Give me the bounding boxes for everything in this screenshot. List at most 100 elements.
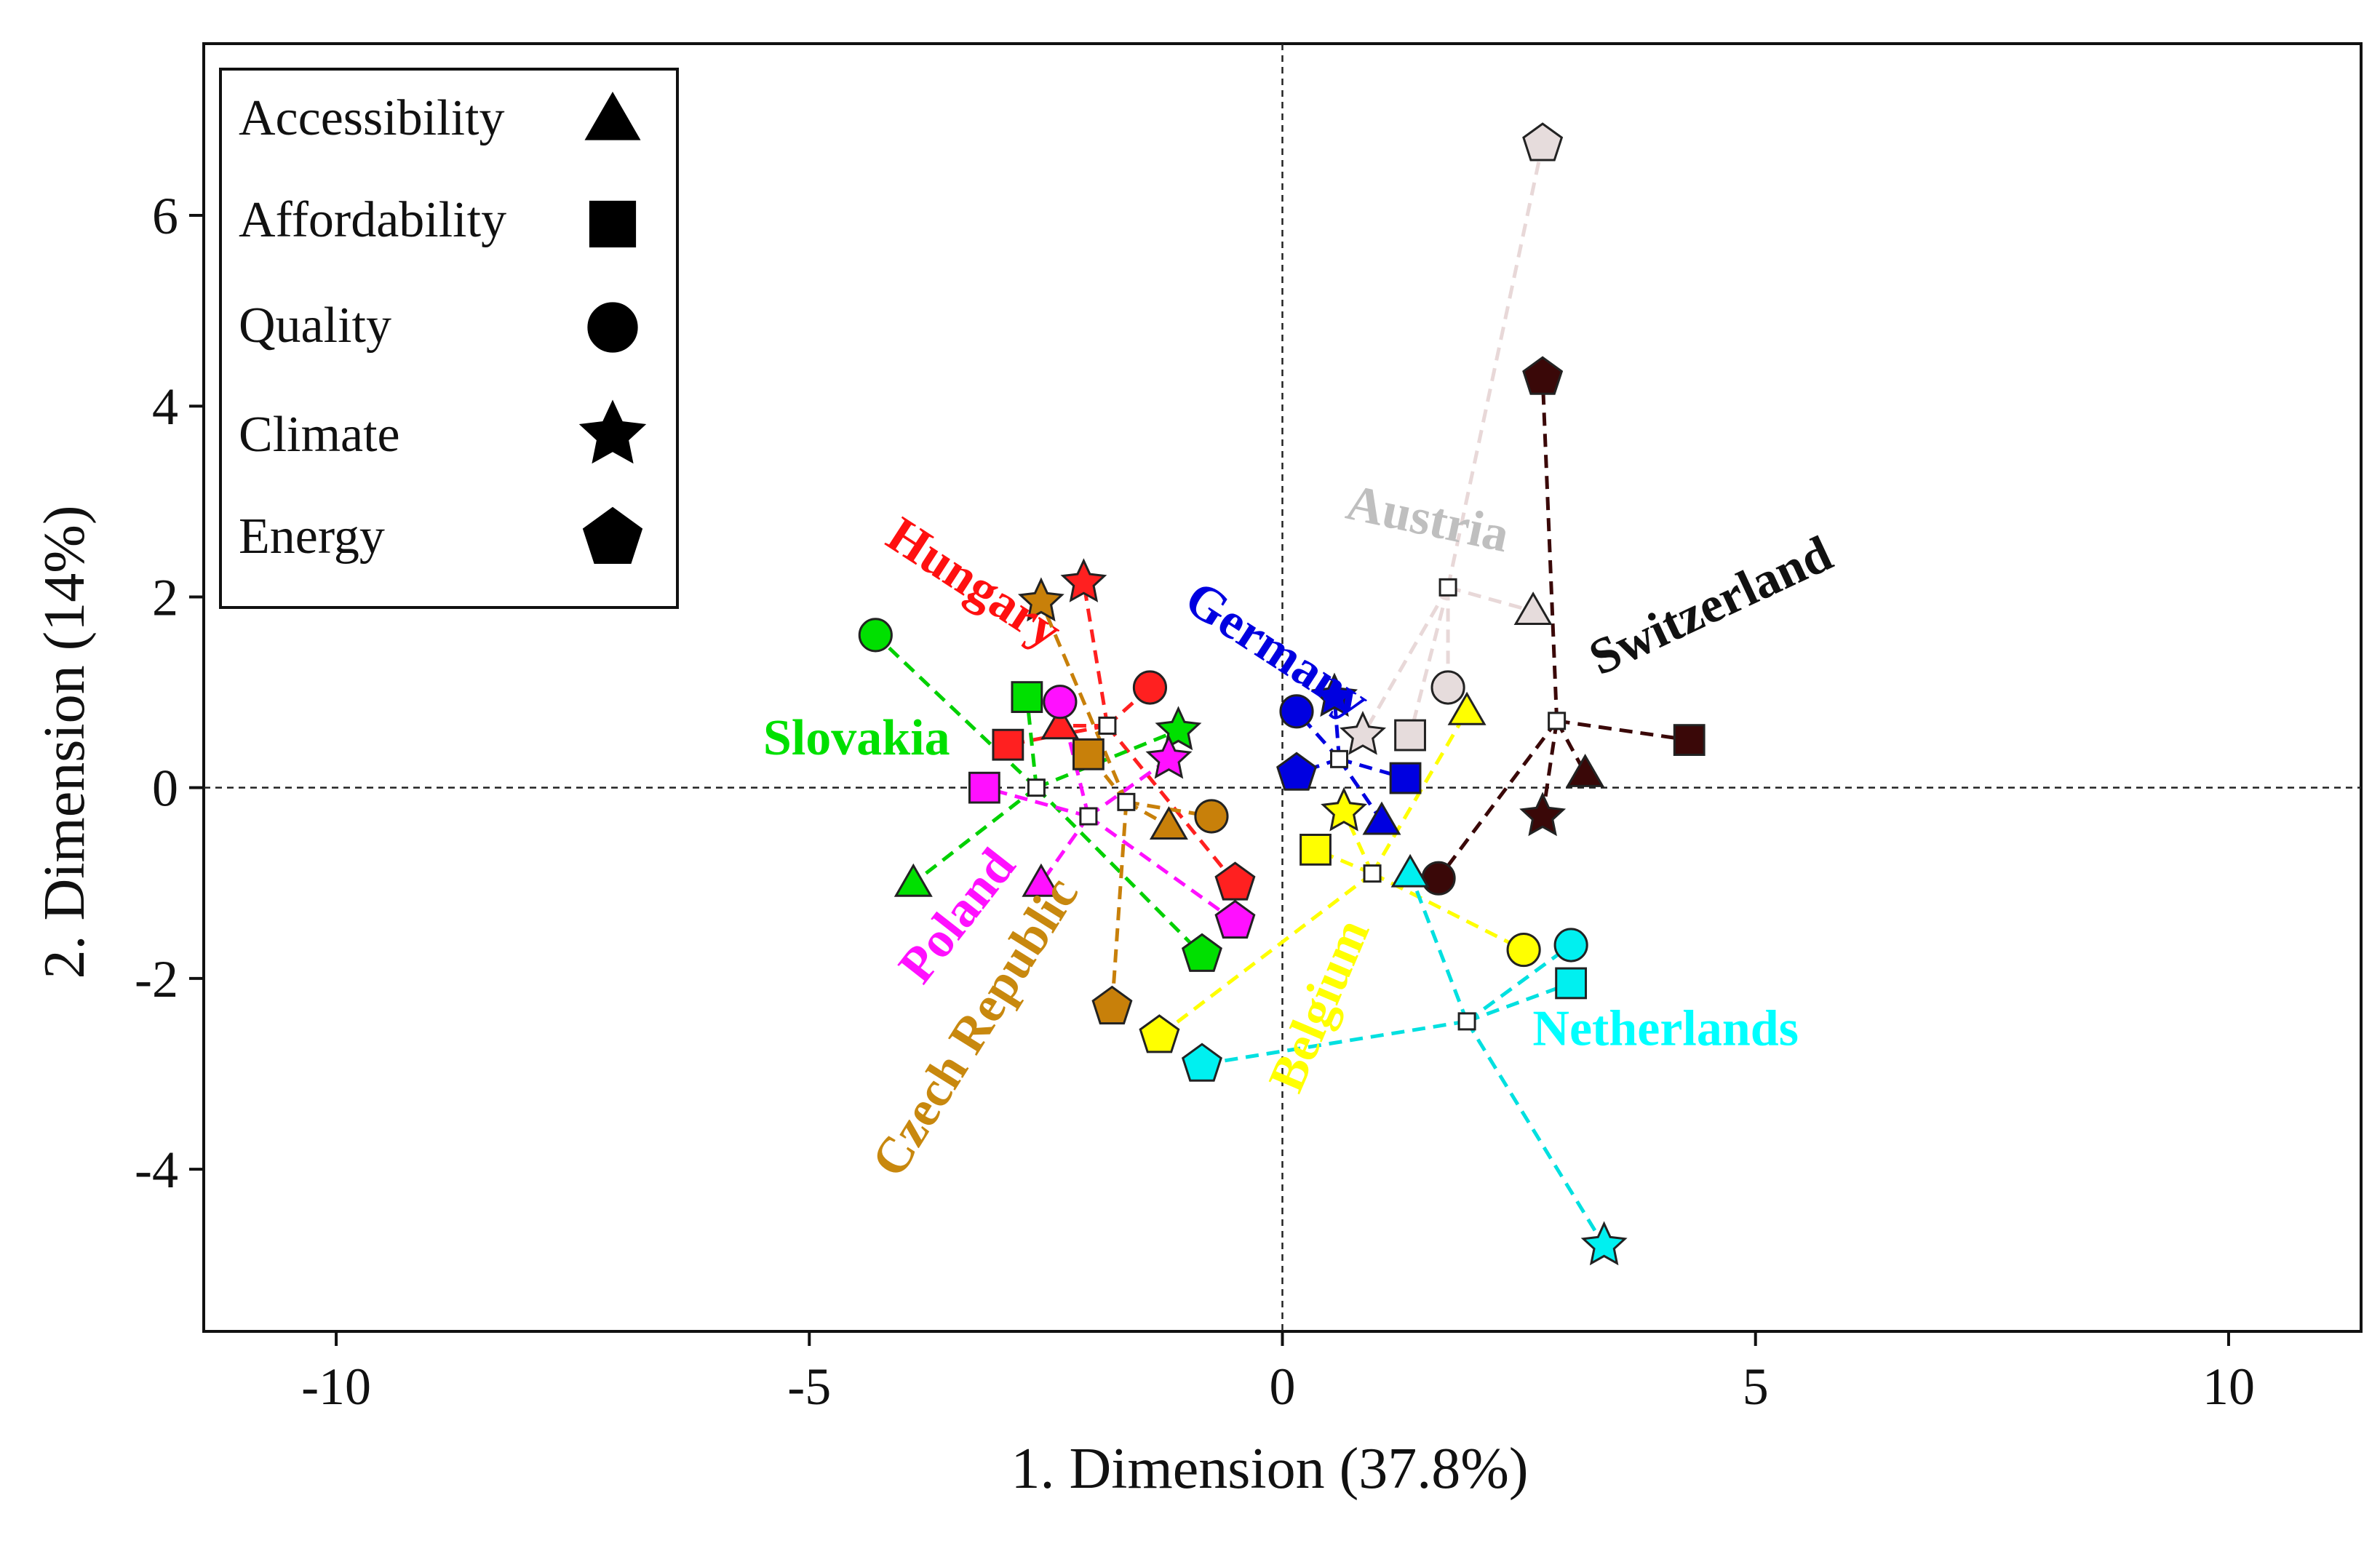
- legend-marker-quality: [587, 302, 638, 353]
- point-slovakia-quality: [858, 618, 893, 653]
- connector-germany-affordability: [1338, 757, 1406, 780]
- point-poland-affordability: [968, 771, 1000, 804]
- legend-marker-accessibility: [584, 92, 641, 140]
- point-poland-climate: [1145, 734, 1193, 779]
- legend-marker-climate: [578, 399, 647, 464]
- connector-hungary-climate: [1081, 582, 1110, 726]
- connector-poland-accessibility: [1039, 815, 1090, 885]
- point-germany-accessibility: [1362, 801, 1401, 835]
- point-poland-accessibility: [1022, 863, 1061, 897]
- x-axis-label: 1. Dimension (37.8%): [1011, 1437, 1528, 1501]
- centroid-belgium: [1363, 864, 1382, 883]
- point-netherlands-energy: [1181, 1043, 1222, 1082]
- x-tick-label: 5: [1743, 1358, 1769, 1416]
- legend-marker-energy: [582, 506, 643, 564]
- point-hungary-quality: [1132, 670, 1168, 705]
- point-czech-republic-climate: [1017, 577, 1064, 622]
- point-switzerland-accessibility: [1566, 753, 1605, 787]
- point-czech-republic-affordability: [1072, 738, 1105, 770]
- point-belgium-quality: [1506, 932, 1541, 968]
- country-label-austria: Austria: [1342, 474, 1514, 563]
- centroid-czech-republic: [1117, 792, 1136, 811]
- centroid-netherlands: [1457, 1012, 1476, 1031]
- point-belgium-energy: [1139, 1014, 1180, 1053]
- point-switzerland-climate: [1519, 792, 1567, 837]
- point-austria-climate: [1340, 711, 1387, 755]
- legend-markers: [578, 92, 647, 564]
- connector-netherlands-affordability: [1466, 981, 1572, 1024]
- point-germany-climate: [1311, 672, 1358, 717]
- connector-belgium-energy: [1158, 872, 1374, 1037]
- point-hungary-climate: [1060, 558, 1107, 602]
- centroid-hungary: [1098, 716, 1117, 735]
- point-hungary-accessibility: [1040, 706, 1080, 740]
- country-label-germany: Germany: [1175, 570, 1379, 730]
- connector-czech-republic-climate: [1039, 601, 1129, 803]
- point-austria-energy: [1522, 122, 1564, 162]
- connector-netherlands-quality: [1465, 943, 1572, 1023]
- x-tick-label: -10: [301, 1358, 371, 1416]
- point-poland-energy: [1214, 899, 1256, 939]
- y-tick-label: -4: [135, 1141, 178, 1199]
- point-netherlands-affordability: [1555, 967, 1588, 1000]
- centroid-slovakia: [1027, 778, 1046, 797]
- x-tick-label: 0: [1270, 1358, 1296, 1416]
- connector-slovakia-climate: [1035, 728, 1179, 789]
- legend-label-climate: Climate: [239, 407, 400, 463]
- point-slovakia-affordability: [1011, 681, 1043, 714]
- point-slovakia-accessibility: [894, 863, 933, 897]
- connector-netherlands-energy: [1201, 1019, 1468, 1067]
- point-belgium-climate: [1321, 786, 1368, 832]
- point-belgium-accessibility: [1447, 691, 1486, 725]
- y-tick-label: 2: [152, 568, 178, 626]
- y-tick-label: 6: [152, 187, 178, 245]
- connector-poland-energy: [1087, 814, 1236, 923]
- y-tick-label: 4: [152, 378, 178, 436]
- point-austria-affordability: [1394, 719, 1426, 752]
- legend: Accessibility Affordability Quality Clim…: [219, 68, 679, 609]
- point-switzerland-affordability: [1673, 724, 1706, 757]
- x-tick-label: -5: [787, 1358, 831, 1416]
- point-austria-quality: [1430, 670, 1465, 705]
- connector-austria-energy: [1446, 143, 1545, 588]
- connector-germany-accessibility: [1337, 757, 1384, 822]
- y-tick-label: -2: [135, 950, 178, 1008]
- point-austria-accessibility: [1513, 591, 1553, 625]
- point-hungary-energy: [1214, 861, 1256, 901]
- point-hungary-affordability: [992, 728, 1024, 761]
- centroid-switzerland: [1548, 712, 1567, 730]
- centroid-poland: [1079, 807, 1098, 826]
- connector-slovakia-quality: [874, 634, 1038, 789]
- connector-poland-affordability: [984, 786, 1089, 818]
- connector-switzerland-quality: [1437, 720, 1559, 880]
- point-czech-republic-energy: [1091, 985, 1133, 1025]
- country-label-belgium: Belgium: [1258, 911, 1380, 1099]
- connector-switzerland-climate: [1540, 720, 1559, 817]
- connector-poland-climate: [1087, 757, 1170, 818]
- connector-netherlands-climate: [1465, 1020, 1606, 1247]
- country-label-netherlands: Netherlands: [1532, 1001, 1799, 1057]
- y-tick-label: 0: [152, 760, 178, 818]
- legend-label-accessibility: Accessibility: [239, 90, 504, 146]
- legend-label-quality: Quality: [239, 298, 391, 354]
- point-netherlands-accessibility: [1390, 853, 1430, 888]
- legend-label-energy: Energy: [239, 509, 385, 565]
- connector-austria-affordability: [1408, 586, 1450, 736]
- connector-austria-accessibility: [1447, 585, 1534, 613]
- point-netherlands-quality: [1553, 928, 1588, 963]
- point-czech-republic-quality: [1194, 799, 1229, 834]
- point-slovakia-climate: [1155, 706, 1202, 751]
- point-germany-quality: [1279, 694, 1314, 729]
- centroid-austria: [1438, 578, 1457, 597]
- connector-belgium-climate: [1342, 810, 1374, 874]
- x-tick-label: 10: [2202, 1358, 2255, 1416]
- point-slovakia-energy: [1181, 933, 1222, 972]
- centroid-germany: [1330, 749, 1349, 768]
- y-axis-label: 2. Dimension (14%): [33, 505, 97, 979]
- country-label-switzerland: Switzerland: [1581, 525, 1841, 686]
- connector-switzerland-energy: [1540, 377, 1559, 721]
- connector-switzerland-affordability: [1556, 719, 1690, 742]
- point-belgium-affordability: [1300, 833, 1332, 866]
- connector-netherlands-accessibility: [1408, 872, 1469, 1022]
